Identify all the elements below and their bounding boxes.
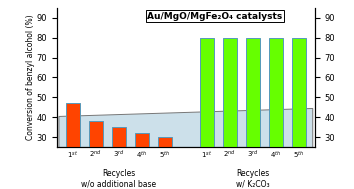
Bar <box>112 127 126 147</box>
Bar <box>135 133 149 147</box>
Y-axis label: Conversion of benzyl alcohol (%): Conversion of benzyl alcohol (%) <box>26 15 35 140</box>
Text: Recycles
w/o additional base: Recycles w/o additional base <box>81 169 156 189</box>
Bar <box>246 38 260 147</box>
Bar <box>269 38 283 147</box>
Text: Au/MgO/MgFe₂O₄ catalysts: Au/MgO/MgFe₂O₄ catalysts <box>147 12 282 21</box>
Bar <box>200 38 213 147</box>
Text: Recycles
w/ K₂CO₃: Recycles w/ K₂CO₃ <box>236 169 270 189</box>
Bar <box>292 38 306 147</box>
Bar <box>223 38 236 147</box>
Bar <box>66 103 80 147</box>
Polygon shape <box>59 108 313 147</box>
Bar <box>89 122 103 147</box>
Bar <box>158 137 172 147</box>
